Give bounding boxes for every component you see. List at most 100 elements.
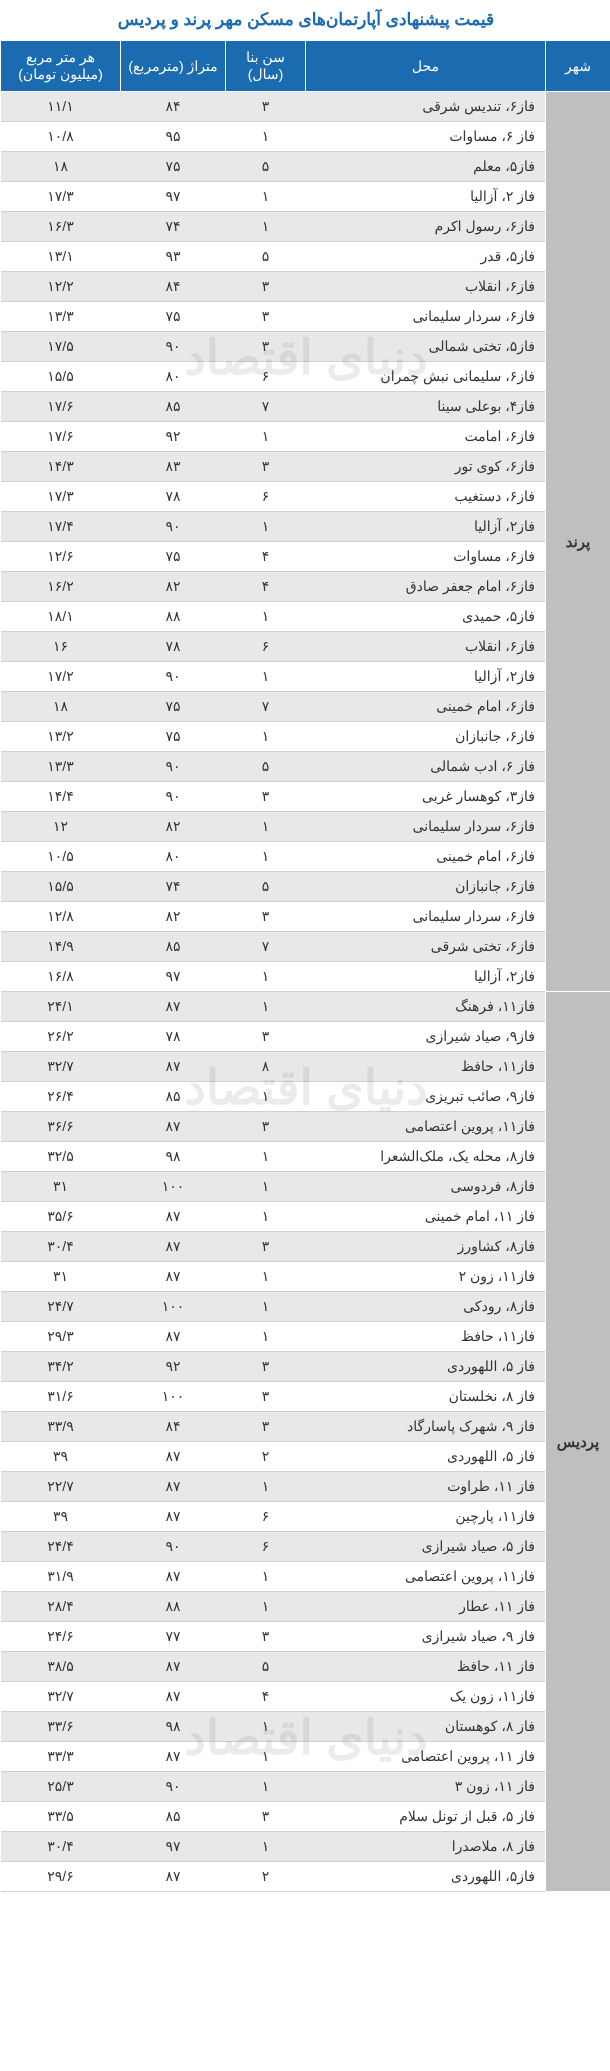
cell-price: ۳۱/۶ — [0, 1382, 120, 1412]
table-row: فاز۵، اللهوردی۲۸۷۲۹/۶ — [0, 1862, 610, 1892]
table-row: فاز۶، انقلاب۶۷۸۱۶ — [0, 632, 610, 662]
cell-area: ۱۰۰ — [120, 1172, 225, 1202]
table-row: فاز۱۱، حافظ۸۸۷۳۲/۷ — [0, 1052, 610, 1082]
cell-price: ۳۸/۵ — [0, 1652, 120, 1682]
table-row: فاز۸، فردوسی۱۱۰۰۳۱ — [0, 1172, 610, 1202]
cell-area: ۸۲ — [120, 902, 225, 932]
table-row: فاز ۵، اللهوردی۲۸۷۳۹ — [0, 1442, 610, 1472]
cell-price: ۳۳/۵ — [0, 1802, 120, 1832]
cell-age: ۴ — [225, 572, 305, 602]
table-row: فاز ۸، نخلستان۳۱۰۰۳۱/۶ — [0, 1382, 610, 1412]
table-row: فاز۸، محله یک، ملک‌الشعرا۱۹۸۳۲/۵ — [0, 1142, 610, 1172]
cell-price: ۲۴/۴ — [0, 1532, 120, 1562]
cell-area: ۸۴ — [120, 272, 225, 302]
cell-area: ۸۵ — [120, 392, 225, 422]
cell-location: فاز۸، محله یک، ملک‌الشعرا — [305, 1142, 545, 1172]
cell-location: فاز۶، دستغیب — [305, 482, 545, 512]
cell-area: ۹۰ — [120, 512, 225, 542]
cell-area: ۱۰۰ — [120, 1382, 225, 1412]
cell-location: فاز۸، فردوسی — [305, 1172, 545, 1202]
table-row: فاز۱۱، حافظ۱۸۷۲۹/۳ — [0, 1322, 610, 1352]
cell-age: ۶ — [225, 482, 305, 512]
cell-location: فاز۶، سلیمانی نبش چمران — [305, 362, 545, 392]
cell-area: ۸۵ — [120, 1802, 225, 1832]
cell-price: ۲۴/۷ — [0, 1292, 120, 1322]
table-row: فاز ۵، اللهوردی۳۹۲۳۴/۲ — [0, 1352, 610, 1382]
cell-location: فاز ۱۱، طراوت — [305, 1472, 545, 1502]
cell-age: ۱ — [225, 182, 305, 212]
cell-age: ۲ — [225, 1862, 305, 1892]
cell-age: ۷ — [225, 932, 305, 962]
cell-price: ۳۹ — [0, 1502, 120, 1532]
cell-area: ۸۷ — [120, 1322, 225, 1352]
cell-price: ۳۵/۶ — [0, 1202, 120, 1232]
cell-age: ۷ — [225, 392, 305, 422]
cell-area: ۸۷ — [120, 1442, 225, 1472]
cell-location: فاز۱۱، زون ۲ — [305, 1262, 545, 1292]
cell-price: ۳۰/۴ — [0, 1832, 120, 1862]
cell-age: ۱ — [225, 212, 305, 242]
cell-price: ۱۵/۵ — [0, 872, 120, 902]
cell-age: ۳ — [225, 1802, 305, 1832]
cell-age: ۳ — [225, 1112, 305, 1142]
cell-area: ۷۸ — [120, 482, 225, 512]
cell-age: ۱ — [225, 1832, 305, 1862]
cell-location: فاز۶، انقلاب — [305, 272, 545, 302]
cell-price: ۱۷/۳ — [0, 182, 120, 212]
cell-price: ۱۴/۳ — [0, 452, 120, 482]
price-table: شهر محل سن بنا (سال) متراژ (مترمربع) هر … — [0, 40, 610, 1892]
cell-location: فاز ۸، کوهستان — [305, 1712, 545, 1742]
cell-price: ۱۴/۹ — [0, 932, 120, 962]
table-row: فاز۶، امام خمینی۷۷۵۱۸ — [0, 692, 610, 722]
cell-price: ۱۲/۶ — [0, 542, 120, 572]
cell-location: فاز۹، صائب تبریزی — [305, 1082, 545, 1112]
table-row: فاز ۵، صیاد شیرازی۶۹۰۲۴/۴ — [0, 1532, 610, 1562]
cell-location: فاز۵، اللهوردی — [305, 1862, 545, 1892]
cell-age: ۳ — [225, 1022, 305, 1052]
cell-location: فاز۱۱، زون یک — [305, 1682, 545, 1712]
cell-location: فاز۳، کوهسار غربی — [305, 782, 545, 812]
table-row: فاز۱۱، زون یک۴۸۷۳۲/۷ — [0, 1682, 610, 1712]
cell-price: ۱۸ — [0, 152, 120, 182]
cell-area: ۹۰ — [120, 782, 225, 812]
table-row: فاز۴، بوعلی سینا۷۸۵۱۷/۶ — [0, 392, 610, 422]
cell-area: ۸۷ — [120, 992, 225, 1022]
cell-location: فاز ۱۱، امام خمینی — [305, 1202, 545, 1232]
table-row: فاز۶، تختی شرقی۷۸۵۱۴/۹ — [0, 932, 610, 962]
cell-age: ۳ — [225, 1352, 305, 1382]
table-container: قیمت پیشنهادی آپارتمان‌های مسکن مهر پرند… — [0, 0, 610, 1892]
cell-age: ۲ — [225, 1442, 305, 1472]
table-row: فاز ۱۱، طراوت۱۸۷۲۲/۷ — [0, 1472, 610, 1502]
header-price: هر متر مربع (میلیون تومان) — [0, 41, 120, 92]
cell-price: ۳۲/۷ — [0, 1682, 120, 1712]
cell-age: ۶ — [225, 1502, 305, 1532]
cell-location: فاز۵، حمیدی — [305, 602, 545, 632]
cell-area: ۸۷ — [120, 1262, 225, 1292]
table-row: فاز۲، آزالیا۱۹۷۱۶/۸ — [0, 962, 610, 992]
cell-price: ۳۴/۲ — [0, 1352, 120, 1382]
cell-area: ۷۵ — [120, 152, 225, 182]
cell-age: ۶ — [225, 362, 305, 392]
cell-age: ۱ — [225, 662, 305, 692]
cell-age: ۱ — [225, 992, 305, 1022]
cell-price: ۲۹/۶ — [0, 1862, 120, 1892]
table-row: فاز۶، سلیمانی نبش چمران۶۸۰۱۵/۵ — [0, 362, 610, 392]
cell-location: فاز۶، سردار سلیمانی — [305, 902, 545, 932]
table-row: فاز۲، آزالیا۱۹۰۱۷/۴ — [0, 512, 610, 542]
cell-area: ۷۵ — [120, 692, 225, 722]
cell-price: ۳۱ — [0, 1262, 120, 1292]
table-row: فاز۶، رسول اکرم۱۷۴۱۶/۳ — [0, 212, 610, 242]
cell-age: ۳ — [225, 782, 305, 812]
cell-price: ۳۳/۶ — [0, 1712, 120, 1742]
cell-price: ۱۷/۵ — [0, 332, 120, 362]
cell-area: ۹۰ — [120, 752, 225, 782]
cell-location: فاز۱۱، پارچین — [305, 1502, 545, 1532]
cell-area: ۹۰ — [120, 1532, 225, 1562]
cell-age: ۶ — [225, 1532, 305, 1562]
cell-location: فاز۶، سردار سلیمانی — [305, 812, 545, 842]
cell-price: ۱۱/۱ — [0, 92, 120, 122]
cell-location: فاز۶، رسول اکرم — [305, 212, 545, 242]
cell-age: ۱ — [225, 122, 305, 152]
cell-location: فاز ۹، شهرک پاسارگاد — [305, 1412, 545, 1442]
header-area: متراژ (مترمربع) — [120, 41, 225, 92]
